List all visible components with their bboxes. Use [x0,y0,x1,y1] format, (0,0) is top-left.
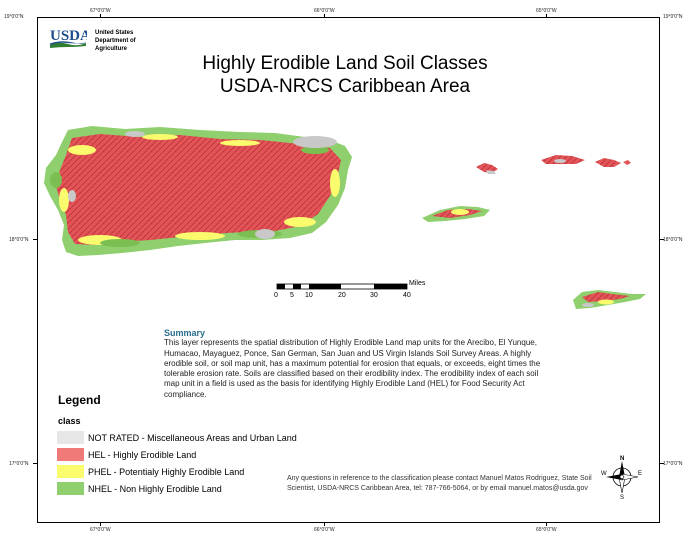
scale-tick-label: 20 [338,292,346,299]
west-label: W [601,471,607,477]
coord-label-top-1: 67°0'0"W [90,8,111,14]
coord-label-bottom-3: 65°0'0"W [536,527,557,533]
scale-tick-label: 40 [403,292,411,299]
legend-label: NHEL - Non Highly Erodible Land [88,484,222,494]
agency-line: Department of [95,38,136,44]
legend-title: Legend [58,393,101,407]
coord-label-right-mid: 18°0'0"N [663,237,683,243]
scale-tick-label: 10 [305,292,313,299]
scale-tick-label: 5 [290,292,294,299]
legend-swatch [57,431,84,444]
usda-logo-text: USDA [50,28,87,44]
graticule-tick [660,463,664,464]
map-frame [37,17,660,523]
graticule-tick [546,522,547,526]
puerto-rico-island [44,126,352,256]
graticule-tick [100,522,101,526]
coord-label-bottom-1: 67°0'0"W [90,527,111,533]
graticule-tick [324,522,325,526]
legend-swatch [57,482,84,495]
agency-line: Agriculture [95,46,128,52]
map-title: Highly Erodible Land Soil Classes USDA-N… [150,52,540,98]
summary-heading: Summary [164,328,206,338]
coord-label-bottom-2: 66°0'0"W [314,527,335,533]
agency-line: United States [95,30,134,36]
south-label: S [620,495,624,499]
st-croix-island [573,290,646,309]
graticule-tick [33,239,37,240]
scale-tick-label: 30 [370,292,378,299]
scale-tick-label: 0 [274,292,278,299]
east-label: E [638,471,642,477]
map-title-line2: USDA-NRCS Caribbean Area [219,76,471,97]
usda-logo: USDA [50,28,87,48]
legend-label: HEL - Highly Erodible Land [88,450,197,460]
coord-label-top-2: 66°0'0"W [314,8,335,14]
vieques-island [422,206,490,222]
coord-label-left-mid: 18°0'0"N [9,237,29,243]
coord-label-left-bottom: 17°0'0"N [9,461,29,467]
legend-swatch [57,448,84,461]
graticule-tick [660,239,664,240]
summary-block: Summary This layer represents the spatia… [164,328,544,400]
legend-label: PHEL - Potentialy Highly Erodible Land [88,467,245,477]
map-title-line1: Highly Erodible Land Soil Classes [202,53,488,74]
graticule-tick [546,14,547,18]
graticule-tick [33,463,37,464]
coord-label-top-right: 19°0'0"N [663,14,683,20]
legend-label: NOT RATED - Miscellaneous Areas and Urba… [88,433,297,443]
st-thomas-st-john-islands [541,155,631,167]
graticule-tick [324,14,325,18]
culebra-island [476,163,498,174]
legend-subtitle: class [58,416,81,426]
legend-swatch [57,465,84,478]
scale-unit-label: Miles [409,280,426,287]
agency-name: United States Department of Agriculture [95,29,136,53]
summary-text: This layer represents the spatial distri… [164,338,541,399]
north-arrow-icon: N S E W [601,456,642,499]
scale-bar [276,283,408,290]
coord-label-right-bottom: 17°0'0"N [663,461,683,467]
north-label: N [620,456,624,462]
graticule-tick [100,14,101,18]
contact-note: Any questions in reference to the classi… [287,475,592,492]
coord-label-top-3: 65°0'0"W [536,8,557,14]
coord-label-top-left: 19°0'0"N [4,14,24,20]
